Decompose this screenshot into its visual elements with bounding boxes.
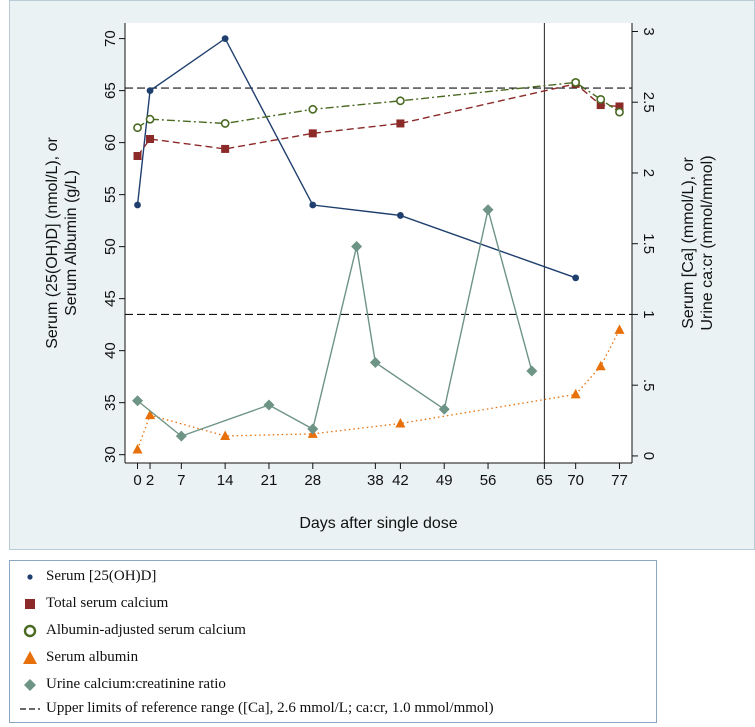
data-point-triangle	[570, 388, 581, 399]
legend-label: Serum albumin	[46, 649, 139, 665]
y-left-tick-label: 40	[102, 342, 119, 359]
plot-area	[125, 23, 632, 463]
diamond-marker-icon	[24, 679, 36, 691]
legend-label: Upper limits of reference range ([Ca], 2…	[46, 700, 494, 716]
data-point-open-circle	[220, 119, 230, 128]
series-line	[137, 81, 620, 129]
data-point-diamond	[307, 423, 319, 435]
legend-item-adjusted-calcium: Albumin-adjusted serum calcium	[10, 620, 650, 642]
data-point-open-circle	[615, 107, 624, 117]
data-point-square	[308, 129, 317, 138]
data-point-dot	[134, 201, 141, 209]
y-right-tick-label: 2	[640, 169, 657, 177]
y-left-tick-label: 50	[102, 238, 119, 255]
data-point-diamond	[351, 241, 363, 253]
x-tick-label: 21	[261, 472, 278, 489]
data-point-triangle	[220, 430, 231, 440]
data-point-diamond	[369, 357, 381, 369]
x-tick-label: 14	[217, 472, 234, 489]
data-point-triangle	[145, 409, 156, 420]
y-left-tick-label: 30	[102, 446, 119, 463]
data-point-dot	[309, 201, 317, 209]
legend-item-25ohd: Serum [25(OH)D]	[10, 566, 650, 588]
data-point-square	[133, 151, 142, 160]
legend-item-reference-limits: Upper limits of reference range ([Ca], 2…	[10, 698, 650, 720]
x-tick-label: 0	[133, 472, 141, 489]
y-axis-title-left: Serum Albumin (g/L)	[63, 170, 80, 316]
data-point-square	[221, 144, 230, 153]
legend-label: Albumin-adjusted serum calcium	[46, 622, 246, 638]
y-left-tick-label: 65	[102, 82, 119, 99]
y-axis-title-left: Serum (25(OH)D] (nmol/L), or	[44, 137, 61, 349]
data-point-open-circle	[308, 104, 318, 114]
y-left-tick-label: 35	[102, 394, 119, 411]
y-right-tick-label: 1.5	[640, 233, 657, 254]
x-tick-label: 28	[304, 472, 321, 489]
legend-item-urine-ratio: Urine calcium:creatinine ratio	[10, 674, 650, 696]
open-circle-marker-icon	[23, 624, 37, 638]
data-point-square	[596, 101, 605, 110]
legend-item-total-calcium: Total serum calcium	[10, 593, 650, 615]
y-left-tick-label: 45	[102, 290, 119, 307]
data-point-open-circle	[145, 114, 155, 124]
series-line	[136, 83, 620, 157]
y-left-tick-label: 70	[102, 30, 119, 47]
chart-panel: 30 35 40 45 50 55 60 65 70 0.5 1 1.5 2 2.5 3 0 2 7 14 21 28 3…	[9, 0, 755, 550]
data-point-dot	[397, 212, 404, 219]
x-tick-label: 70	[567, 472, 584, 489]
data-point-diamond	[526, 365, 538, 377]
data-point-open-circle	[396, 96, 405, 106]
y-right-tick-label: 1	[640, 310, 657, 318]
legend-label: Serum [25(OH)D]	[46, 568, 157, 584]
y-left-tick-label: 55	[102, 186, 119, 203]
data-point-triangle	[595, 360, 606, 371]
data-point-diamond	[175, 430, 187, 442]
x-tick-label: 65	[536, 472, 553, 489]
x-tick-label: 49	[436, 472, 453, 489]
data-point-triangle	[132, 443, 143, 454]
series-line	[136, 329, 621, 450]
data-point-dot	[146, 87, 154, 95]
data-point-square	[396, 119, 405, 128]
legend-label: Total serum calcium	[46, 595, 169, 611]
data-point-triangle	[395, 417, 406, 428]
y-right-tick-label: 2.5	[640, 92, 657, 113]
y-axis-title-right: Urine ca:cr (mmol/mmol)	[699, 155, 716, 330]
data-point-dot	[221, 35, 229, 43]
data-point-diamond	[263, 399, 275, 411]
data-point-diamond	[132, 395, 144, 407]
data-point-diamond	[438, 403, 450, 415]
x-tick-label: 77	[611, 472, 628, 489]
legend-label: Urine calcium:creatinine ratio	[46, 676, 226, 692]
data-point-triangle	[614, 324, 625, 334]
x-tick-label: 42	[392, 472, 409, 489]
data-point-diamond	[482, 204, 494, 216]
data-point-square	[615, 102, 624, 111]
x-tick-label: 7	[177, 472, 185, 489]
series-line	[136, 37, 576, 279]
data-point-square	[146, 135, 155, 144]
y-right-tick-label: 0	[640, 452, 657, 460]
data-point-open-circle	[571, 78, 581, 87]
x-tick-label: 2	[146, 472, 154, 489]
dot-marker-icon	[27, 574, 33, 580]
legend-item-serum-albumin: Serum albumin	[10, 647, 650, 669]
y-axis-title-right: Serum [Ca] (mmol/L), or	[680, 157, 697, 329]
legend: Serum [25(OH)D] Total serum calcium Albu…	[9, 560, 657, 723]
data-point-dot	[572, 274, 580, 282]
triangle-marker-icon	[23, 651, 37, 664]
y-right-tick-label: 3	[640, 27, 657, 35]
y-left-tick-label: 60	[102, 134, 119, 151]
y-right-tick-label: .5	[640, 379, 657, 392]
dashed-line-icon	[20, 708, 40, 710]
data-point-open-circle	[133, 123, 142, 133]
x-axis-title: Days after single dose	[299, 515, 457, 532]
data-point-open-circle	[596, 94, 606, 104]
x-tick-label: 38	[367, 472, 384, 489]
x-tick-label: 56	[480, 472, 497, 489]
square-marker-icon	[25, 599, 35, 609]
